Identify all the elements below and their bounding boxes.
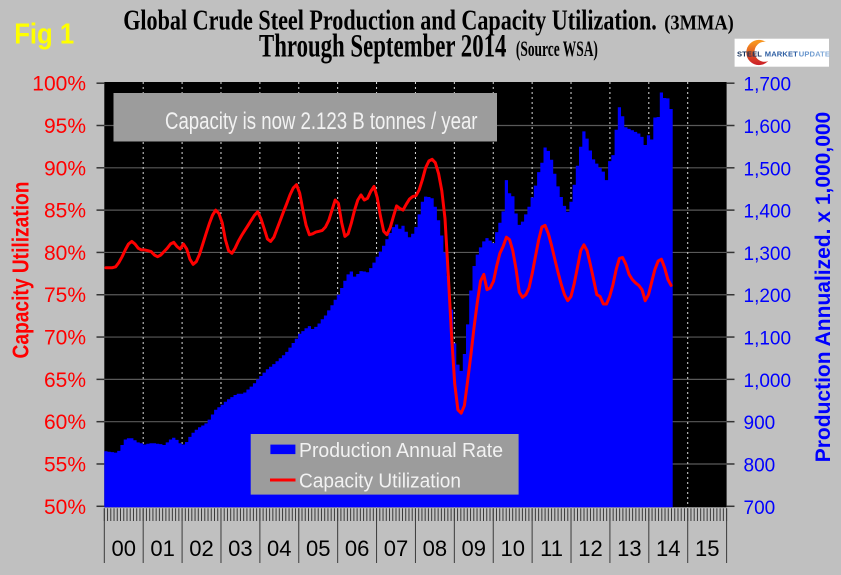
svg-text:03: 03 (228, 536, 252, 561)
svg-text:14: 14 (656, 536, 680, 561)
svg-text:06: 06 (345, 536, 369, 561)
svg-text:900: 900 (744, 413, 776, 434)
svg-text:10: 10 (500, 536, 524, 561)
svg-text:Production Annual Rate: Production Annual Rate (299, 440, 503, 462)
svg-text:12: 12 (578, 536, 602, 561)
svg-text:02: 02 (189, 536, 213, 561)
svg-text:1,300: 1,300 (744, 244, 792, 265)
svg-text:1,100: 1,100 (744, 329, 792, 350)
svg-text:07: 07 (384, 536, 408, 561)
svg-text:(3MMA): (3MMA) (664, 11, 734, 35)
svg-text:Through September 2014: Through September 2014 (259, 29, 506, 65)
svg-text:1,400: 1,400 (744, 202, 792, 223)
svg-text:75%: 75% (44, 284, 86, 307)
svg-text:800: 800 (744, 456, 776, 477)
svg-text:09: 09 (462, 536, 486, 561)
svg-text:1,200: 1,200 (744, 286, 792, 307)
svg-text:13: 13 (617, 536, 641, 561)
svg-text:1,500: 1,500 (744, 159, 792, 180)
svg-text:60%: 60% (44, 411, 86, 434)
svg-text:700: 700 (744, 498, 776, 519)
svg-text:04: 04 (267, 536, 291, 561)
svg-text:Capacity Utilization: Capacity Utilization (299, 471, 461, 493)
svg-text:(Source WSA): (Source WSA) (516, 36, 598, 61)
svg-text:1,700: 1,700 (744, 75, 792, 96)
svg-text:STEEL: STEEL (737, 50, 762, 59)
svg-text:Global Crude Steel Production: Global Crude Steel Production and Capaci… (123, 6, 657, 37)
svg-text:80%: 80% (44, 242, 86, 265)
svg-text:1,600: 1,600 (744, 117, 792, 138)
svg-text:05: 05 (306, 536, 330, 561)
svg-text:70%: 70% (44, 327, 86, 350)
svg-text:50%: 50% (44, 496, 86, 519)
svg-text:Fig 1: Fig 1 (14, 18, 74, 50)
svg-text:90%: 90% (44, 157, 86, 180)
svg-text:MARKET: MARKET (765, 50, 798, 59)
svg-text:UPDATE: UPDATE (799, 50, 830, 59)
svg-text:15: 15 (695, 536, 719, 561)
svg-text:95%: 95% (44, 115, 86, 138)
svg-text:65%: 65% (44, 369, 86, 392)
svg-text:100%: 100% (32, 73, 86, 96)
svg-text:00: 00 (111, 536, 135, 561)
svg-text:01: 01 (150, 536, 174, 561)
svg-text:55%: 55% (44, 454, 86, 477)
svg-text:Capacity Utilization: Capacity Utilization (8, 182, 34, 359)
svg-text:08: 08 (423, 536, 447, 561)
svg-text:Production Annualized. x 1,000: Production Annualized. x 1,000,000 (812, 112, 835, 463)
svg-text:85%: 85% (44, 200, 86, 223)
svg-text:1,000: 1,000 (744, 371, 792, 392)
svg-text:Capacity is now 2.123 B tonnes: Capacity is now 2.123 B tonnes / year (165, 108, 478, 135)
svg-text:11: 11 (540, 536, 563, 561)
